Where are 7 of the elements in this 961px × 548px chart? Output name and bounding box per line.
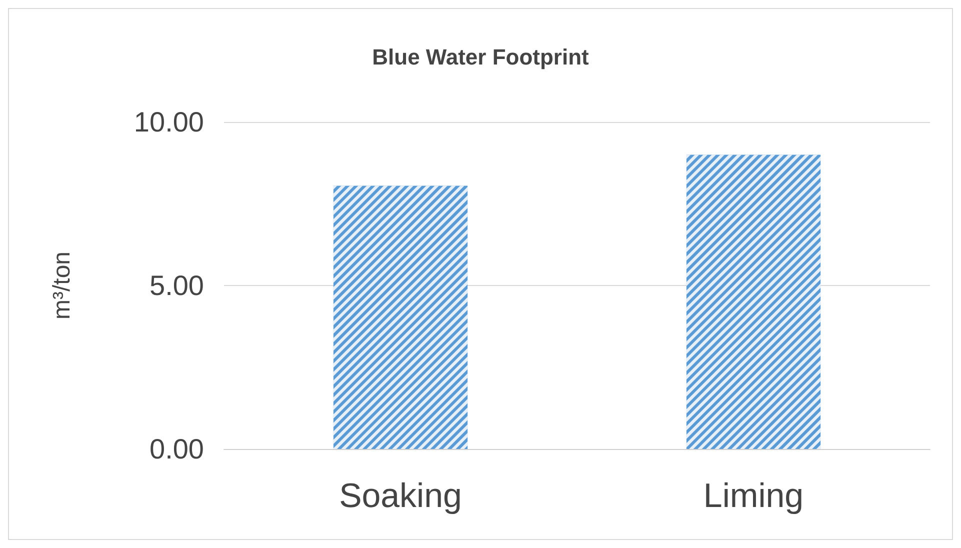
y-axis-title: m³/ton xyxy=(48,251,76,320)
y-tick-label: 10.00 xyxy=(134,106,204,138)
chart-title: Blue Water Footprint xyxy=(372,44,590,70)
x-tick-label: Liming xyxy=(703,477,804,515)
y-tick-label: 0.00 xyxy=(150,434,204,464)
y-tick-label: 5.00 xyxy=(150,270,204,301)
x-tick-label: Soaking xyxy=(339,477,462,515)
